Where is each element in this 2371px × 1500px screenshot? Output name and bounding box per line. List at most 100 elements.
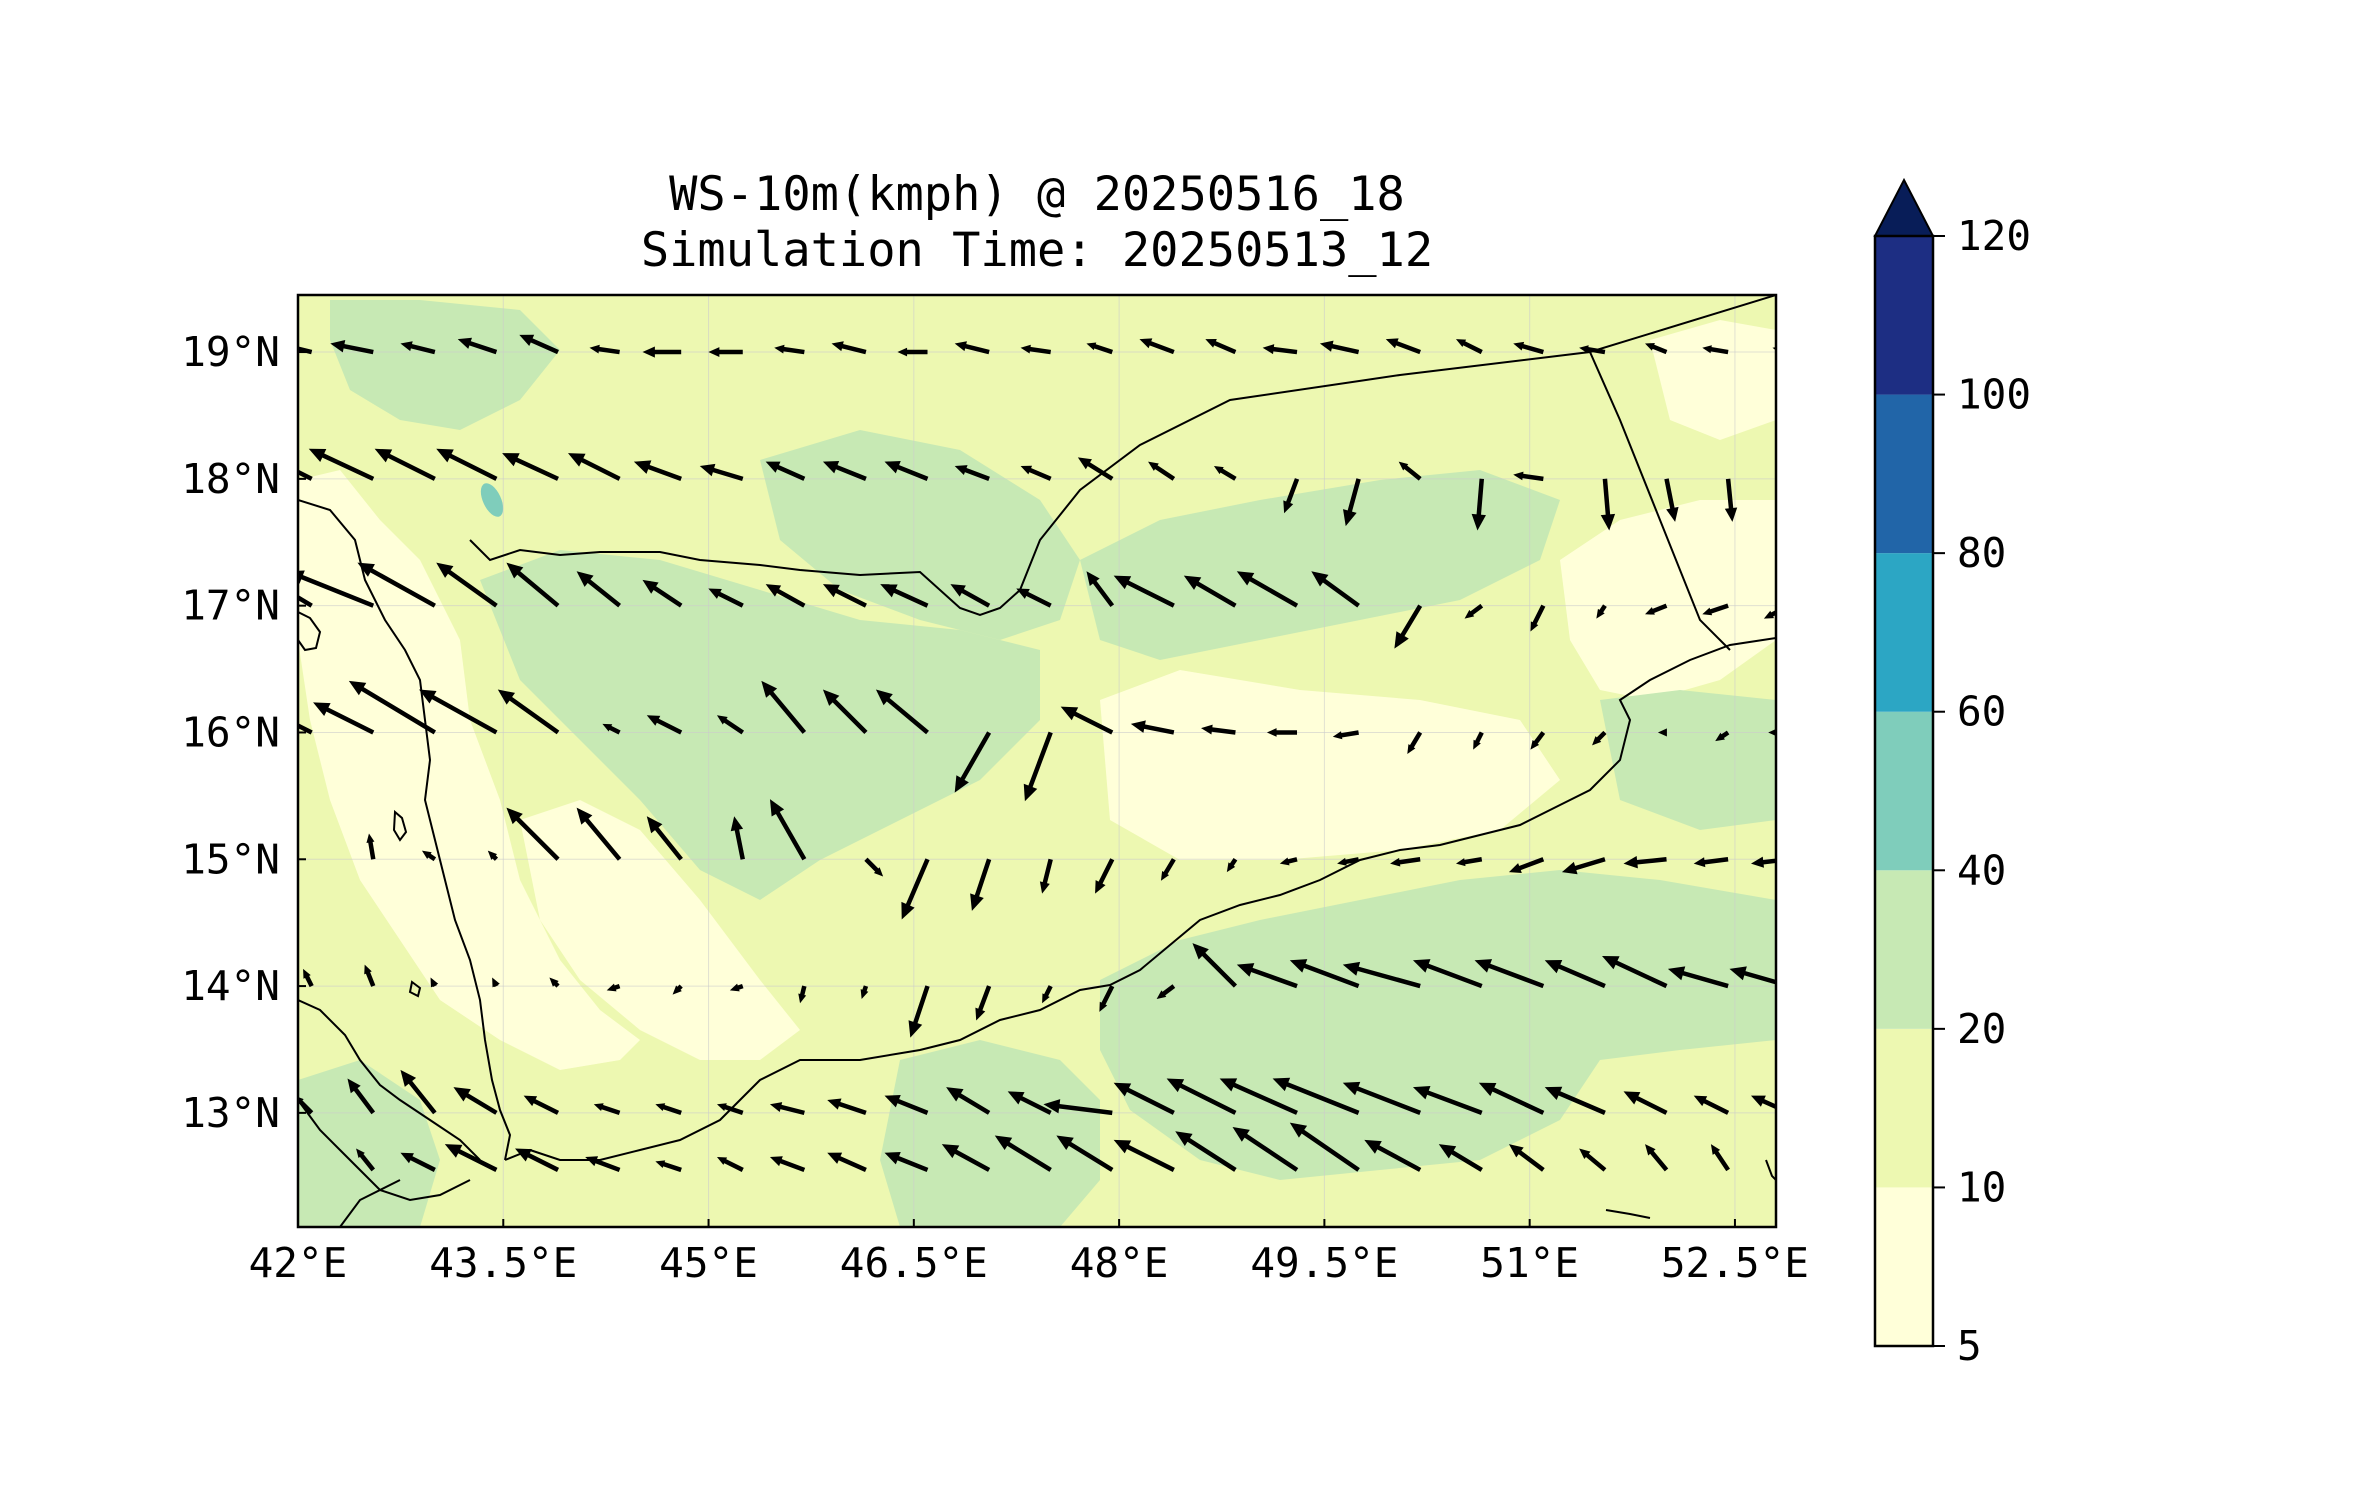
wind-arrow-shaft <box>839 343 867 355</box>
wind-arrow-head <box>357 562 375 577</box>
wind-arrow <box>769 1102 805 1116</box>
wind-arrow-head <box>430 977 439 988</box>
wind-arrow-shaft <box>1329 343 1360 355</box>
wind-arrow <box>1283 478 1300 514</box>
wind-arrow <box>1342 961 1421 989</box>
colorbar-segment <box>1875 711 1933 871</box>
wind-arrow-head <box>1007 1091 1025 1105</box>
wind-arrow-shaft <box>1489 1086 1545 1115</box>
wind-arrow <box>730 816 745 860</box>
wind-arrow <box>1667 966 1729 989</box>
wind-arrow <box>298 1097 314 1115</box>
wind-arrow <box>1474 959 1545 989</box>
wind-arrow-shaft <box>1353 1085 1422 1115</box>
wind-arrow-head <box>1337 857 1347 866</box>
wind-arrow <box>374 448 436 481</box>
colorbar: 5 10 20 40 60 80 100 120 <box>1873 177 2031 1370</box>
wind-arrow-shaft <box>298 723 313 735</box>
wind-arrow-head <box>1785 514 1799 531</box>
wind-arrow <box>515 1148 560 1172</box>
wind-arrow-shaft <box>340 343 374 355</box>
wind-arrow-shaft <box>734 826 745 860</box>
wind-arrow-shaft <box>1299 1128 1360 1172</box>
wind-arrow <box>444 1144 498 1172</box>
wind-arrow <box>1343 478 1361 527</box>
wind-arrow-head <box>970 893 984 911</box>
wind-arrow <box>897 347 928 357</box>
wind-arrow-shaft <box>298 469 313 481</box>
wind-arrow-head <box>1113 1139 1132 1154</box>
wind-arrow <box>1785 479 1799 531</box>
wind-arrow <box>1099 985 1115 1012</box>
wind-arrow <box>1226 858 1238 873</box>
wind-arrow <box>1471 478 1486 531</box>
wind-arrow <box>602 723 621 735</box>
wind-arrow <box>1319 340 1360 355</box>
map-title-line2: Simulation Time: 20250513_12 <box>641 223 1433 278</box>
wind-arrow-head <box>400 341 413 352</box>
wind-arrow-head <box>1544 1086 1563 1100</box>
wind-arrow <box>1385 338 1421 355</box>
wind-arrow-shaft <box>512 456 559 481</box>
wind-arrow <box>1130 720 1175 735</box>
wind-arrow-shaft <box>1066 1140 1114 1172</box>
wind-arrow <box>1702 603 1729 616</box>
wind-arrow <box>1513 471 1544 482</box>
wind-arrow <box>1156 984 1176 999</box>
wind-arrow-shaft <box>1339 730 1359 738</box>
wind-arrow <box>506 807 560 861</box>
wind-arrow-shaft <box>1004 1140 1052 1172</box>
wind-arrow-head <box>716 715 728 725</box>
wind-arrow-shaft <box>367 840 376 860</box>
wind-arrow-head <box>769 1156 783 1167</box>
wind-arrow-shaft <box>1085 460 1114 481</box>
wind-arrow <box>822 460 867 481</box>
wind-arrow <box>1337 857 1360 866</box>
wind-arrow-shaft <box>1650 603 1668 614</box>
wind-arrow-shaft <box>1043 985 1053 998</box>
wind-arrow-shaft <box>774 587 806 608</box>
wind-arrow-head <box>642 579 659 594</box>
wind-arrow-head <box>1183 575 1202 590</box>
colorbar-tick-label: 120 <box>1957 212 2031 260</box>
wind-arrow <box>860 985 869 999</box>
wind-arrow <box>1077 457 1114 481</box>
wind-arrow-head <box>1579 1148 1591 1160</box>
wind-arrow <box>1473 731 1484 750</box>
wind-arrow-shaft <box>445 568 498 608</box>
wind-arrow-head <box>549 977 559 987</box>
colorbar-segment <box>1875 553 1933 712</box>
wind-arrow-shaft <box>1520 473 1544 482</box>
island-zuqar <box>408 980 422 998</box>
wind-arrow-head <box>897 347 908 357</box>
wind-arrow-shaft <box>977 985 992 1013</box>
wind-arrow-head <box>873 867 884 877</box>
wind-arrow-head <box>1283 500 1294 514</box>
wind-arrow <box>400 341 436 355</box>
wind-arrow-head <box>646 816 663 834</box>
wind-arrow <box>1039 858 1053 894</box>
wind-arrow-shaft <box>1374 1143 1422 1172</box>
wind-arrow-shaft <box>319 452 375 481</box>
wind-arrow <box>1192 943 1238 988</box>
wind-arrow <box>1289 959 1360 989</box>
wind-arrow-shaft <box>951 1148 991 1172</box>
wind-arrow-head <box>313 702 331 716</box>
wind-arrow-head <box>765 461 781 473</box>
wind-arrow <box>901 858 930 920</box>
island-socotra-edge <box>1765 1159 1776 1181</box>
wind-arrow <box>1544 1086 1606 1115</box>
wind-arrow-head <box>1219 1078 1238 1092</box>
wind-vector-arrows <box>298 334 1799 1173</box>
wind-arrow-head <box>1289 1122 1308 1138</box>
wind-arrow-head <box>1768 728 1776 736</box>
wind-arrow-head <box>1226 862 1236 873</box>
wind-arrow <box>606 983 621 992</box>
wind-arrow-head <box>1750 1095 1766 1107</box>
wind-arrow-head <box>502 453 520 467</box>
wind-arrow <box>1139 338 1175 355</box>
wind-arrow-shaft <box>1595 730 1607 742</box>
wind-arrow-shaft <box>408 343 436 355</box>
wind-arrow-shaft <box>1300 962 1360 989</box>
wind-arrow-shaft <box>358 1152 376 1172</box>
